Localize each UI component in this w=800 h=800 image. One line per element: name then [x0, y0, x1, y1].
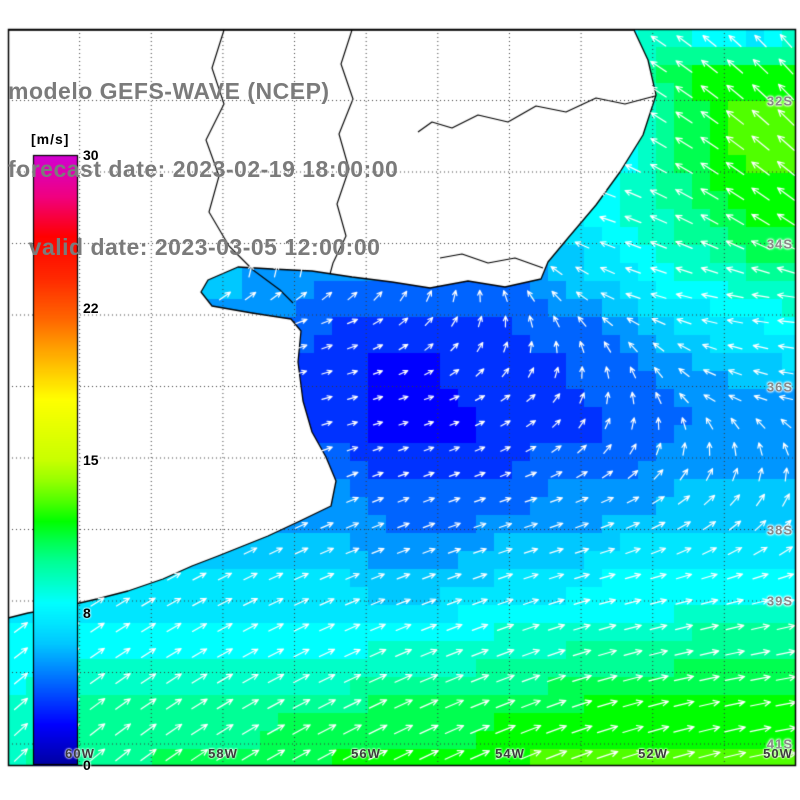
lat-label: 41S [766, 736, 793, 752]
colorbar-tick-label: 22 [83, 299, 99, 316]
lat-label: 36S [766, 379, 793, 394]
lat-label: 39S [766, 593, 793, 609]
map-title-block: modelo GEFS-WAVE (NCEP) forecast date: 2… [8, 26, 398, 312]
lat-label: 32S [766, 93, 793, 108]
colorbar-tick-label: 0 [83, 757, 91, 773]
forecast-date-label: forecast date: 2023-02-19 18:00:00 [8, 156, 399, 182]
model-title: modelo GEFS-WAVE (NCEP) [8, 78, 330, 104]
valid-date-label: valid date: 2023-03-05 12:00:00 [8, 234, 381, 260]
lon-label: 52W [638, 746, 668, 761]
lon-label: 54W [495, 746, 525, 761]
lon-label: 60W [65, 746, 95, 761]
colorbar-unit-label: [m/s] [29, 131, 72, 147]
colorbar-tick-label: 15 [83, 452, 99, 468]
lon-label: 50W [763, 746, 793, 761]
lon-label: 56W [351, 746, 381, 761]
colorbar-tick-label: 30 [83, 147, 99, 163]
lon-label: 58W [208, 746, 238, 761]
lat-label: 38S [766, 522, 793, 537]
lat-label: 34S [766, 236, 793, 251]
colorbar-tick-label: 8 [83, 604, 91, 621]
